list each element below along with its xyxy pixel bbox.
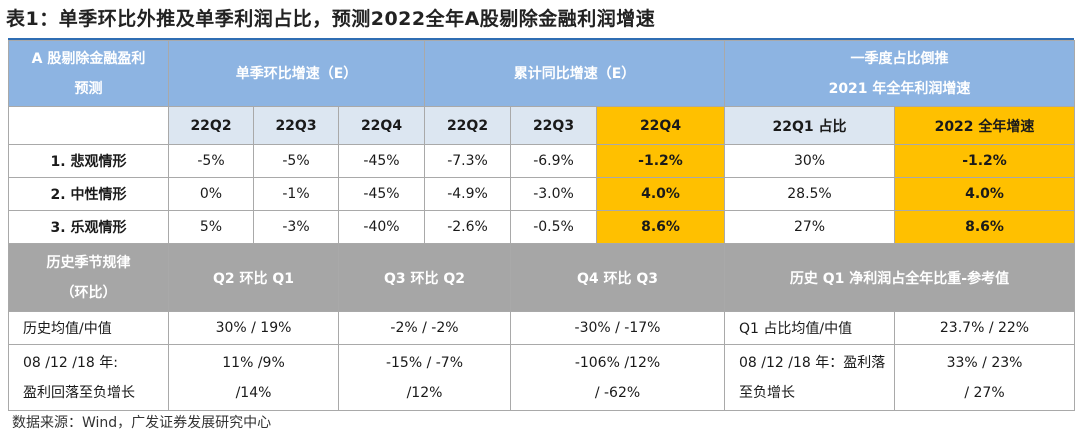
- cell: -3%: [253, 210, 339, 244]
- cell: 28.5%: [724, 177, 895, 211]
- history-q1-value-line1: 33% / 23%: [946, 354, 1023, 371]
- table-row: 3. 乐观情形 5% -3% -40% -2.6% -0.5% 8.6% 27%…: [8, 210, 1076, 244]
- header-group3-line2: 2021 年全年利润增速: [828, 80, 971, 97]
- cell: -45%: [338, 177, 425, 211]
- history-header-q3: Q3 环比 Q2: [338, 243, 511, 312]
- history-row: 08 /12 /18 年: 盈利回落至负增长 11% /9% /14% -15%…: [8, 344, 1076, 411]
- header-cumulative-yoy: 累计同比增速（E）: [424, 40, 725, 107]
- cell-highlight: 8.6%: [893, 210, 1076, 244]
- subheader-cell: 22Q4: [338, 106, 425, 145]
- history-cell: -106% /12% / -62%: [510, 344, 725, 411]
- cell: -3.0%: [510, 177, 597, 211]
- history-cell: -30% / -17%: [510, 311, 725, 345]
- table-row: 2. 中性情形 0% -1% -45% -4.9% -3.0% 4.0% 28.…: [8, 177, 1076, 211]
- cell-highlight: 4.0%: [893, 177, 1076, 211]
- history-cell-line1: -106% /12%: [574, 354, 661, 371]
- history-q1-label-line2: 至负增长: [739, 384, 795, 401]
- history-header-corner: 历史季节规律 （环比）: [8, 243, 169, 312]
- history-cell-line1: 11% /9%: [222, 354, 285, 371]
- history-header-q1-share: 历史 Q1 净利润占全年比重-参考值: [723, 243, 1076, 312]
- cell: -5%: [168, 144, 254, 178]
- cell: -40%: [338, 210, 425, 244]
- row-label: 1. 悲观情形: [8, 144, 169, 178]
- cell: -45%: [338, 144, 425, 178]
- cell: -4.9%: [424, 177, 511, 211]
- history-q1-value-line2: / 27%: [964, 384, 1005, 401]
- cell-highlight: 4.0%: [596, 177, 725, 211]
- cell: 30%: [724, 144, 895, 178]
- history-cell: 11% /9% /14%: [168, 344, 339, 411]
- cell: 0%: [168, 177, 254, 211]
- history-label-line1: 08 /12 /18 年:: [23, 354, 118, 371]
- history-cell: -15% / -7% /12%: [338, 344, 511, 411]
- history-cell-line1: -15% / -7%: [385, 354, 464, 371]
- history-row: 历史均值/中值 30% / 19% -2% / -2% -30% / -17% …: [8, 311, 1076, 345]
- subheader-cell: 22Q3: [253, 106, 339, 145]
- cell: -6.9%: [510, 144, 597, 178]
- history-q1-label: Q1 占比均值/中值: [724, 311, 895, 345]
- header-corner: A 股剔除金融盈利 预测: [8, 40, 169, 107]
- subheader-cell: 22Q2: [424, 106, 511, 145]
- table-subheader-row: 22Q2 22Q3 22Q4 22Q2 22Q3 22Q4 22Q1 占比 20…: [8, 106, 1076, 145]
- row-label: 3. 乐观情形: [8, 210, 169, 244]
- row-label: 2. 中性情形: [8, 177, 169, 211]
- history-cell-line2: /14%: [235, 384, 272, 401]
- history-header-row: 历史季节规律 （环比） Q2 环比 Q1 Q3 环比 Q2 Q4 环比 Q3 历…: [8, 243, 1076, 312]
- cell-highlight: -1.2%: [893, 144, 1076, 178]
- subheader-blank: [8, 106, 169, 145]
- subheader-cell: 22Q2: [168, 106, 254, 145]
- cell: -2.6%: [424, 210, 511, 244]
- subheader-cell-highlight: 2022 全年增速: [893, 106, 1076, 145]
- cell: 5%: [168, 210, 254, 244]
- subheader-cell: 22Q3: [510, 106, 597, 145]
- history-q1-value: 33% / 23% / 27%: [893, 344, 1076, 411]
- header-corner-line1: A 股剔除金融盈利: [31, 50, 146, 67]
- cell-highlight: 8.6%: [596, 210, 725, 244]
- forecast-table-wrapper: A 股剔除金融盈利 预测 单季环比增速（E） 累计同比增速（E） 一季度占比倒推…: [8, 38, 1076, 411]
- header-qoq-growth: 单季环比增速（E）: [168, 40, 425, 107]
- history-header-q4: Q4 环比 Q3: [510, 243, 725, 312]
- subheader-cell: 22Q1 占比: [724, 106, 895, 145]
- history-label-line2: 盈利回落至负增长: [23, 384, 135, 401]
- history-corner-line1: 历史季节规律: [46, 254, 131, 271]
- history-row-label: 08 /12 /18 年: 盈利回落至负增长: [8, 344, 169, 411]
- header-q1-share-backcalc: 一季度占比倒推 2021 年全年利润增速: [723, 40, 1076, 107]
- page-title: 表1：单季环比外推及单季利润占比，预测2022全年A股剔除金融利润增速: [6, 8, 656, 30]
- history-q1-label: 08 /12 /18 年：盈利落 至负增长: [724, 344, 895, 411]
- history-header-q2: Q2 环比 Q1: [168, 243, 339, 312]
- history-cell-line2: / -62%: [594, 384, 641, 401]
- cell: -0.5%: [510, 210, 597, 244]
- history-row-label: 历史均值/中值: [8, 311, 169, 345]
- header-corner-line2: 预测: [74, 80, 103, 97]
- history-q1-label-line1: 08 /12 /18 年：盈利落: [739, 354, 886, 371]
- cell-highlight: -1.2%: [596, 144, 725, 178]
- history-cell-line2: /12%: [406, 384, 443, 401]
- cell: 27%: [724, 210, 895, 244]
- table-row: 1. 悲观情形 -5% -5% -45% -7.3% -6.9% -1.2% 3…: [8, 144, 1076, 178]
- header-group3-line1: 一季度占比倒推: [850, 50, 949, 67]
- history-corner-line2: （环比）: [60, 284, 117, 301]
- history-q1-value: 23.7% / 22%: [893, 311, 1076, 345]
- cell: -1%: [253, 177, 339, 211]
- subheader-cell-highlight: 22Q4: [596, 106, 725, 145]
- source-note: 数据来源：Wind，广发证券发展研究中心: [12, 415, 272, 431]
- cell: -7.3%: [424, 144, 511, 178]
- forecast-table: A 股剔除金融盈利 预测 单季环比增速（E） 累计同比增速（E） 一季度占比倒推…: [8, 40, 1076, 411]
- cell: -5%: [253, 144, 339, 178]
- history-cell: -2% / -2%: [338, 311, 511, 345]
- table-header-row: A 股剔除金融盈利 预测 单季环比增速（E） 累计同比增速（E） 一季度占比倒推…: [8, 40, 1076, 107]
- history-cell: 30% / 19%: [168, 311, 339, 345]
